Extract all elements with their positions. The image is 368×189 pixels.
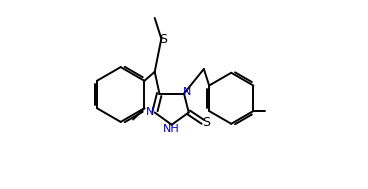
Text: S: S [202, 116, 210, 129]
Text: N: N [183, 87, 192, 97]
Text: NH: NH [162, 124, 179, 134]
Text: S: S [160, 33, 167, 46]
Text: N: N [146, 107, 155, 117]
